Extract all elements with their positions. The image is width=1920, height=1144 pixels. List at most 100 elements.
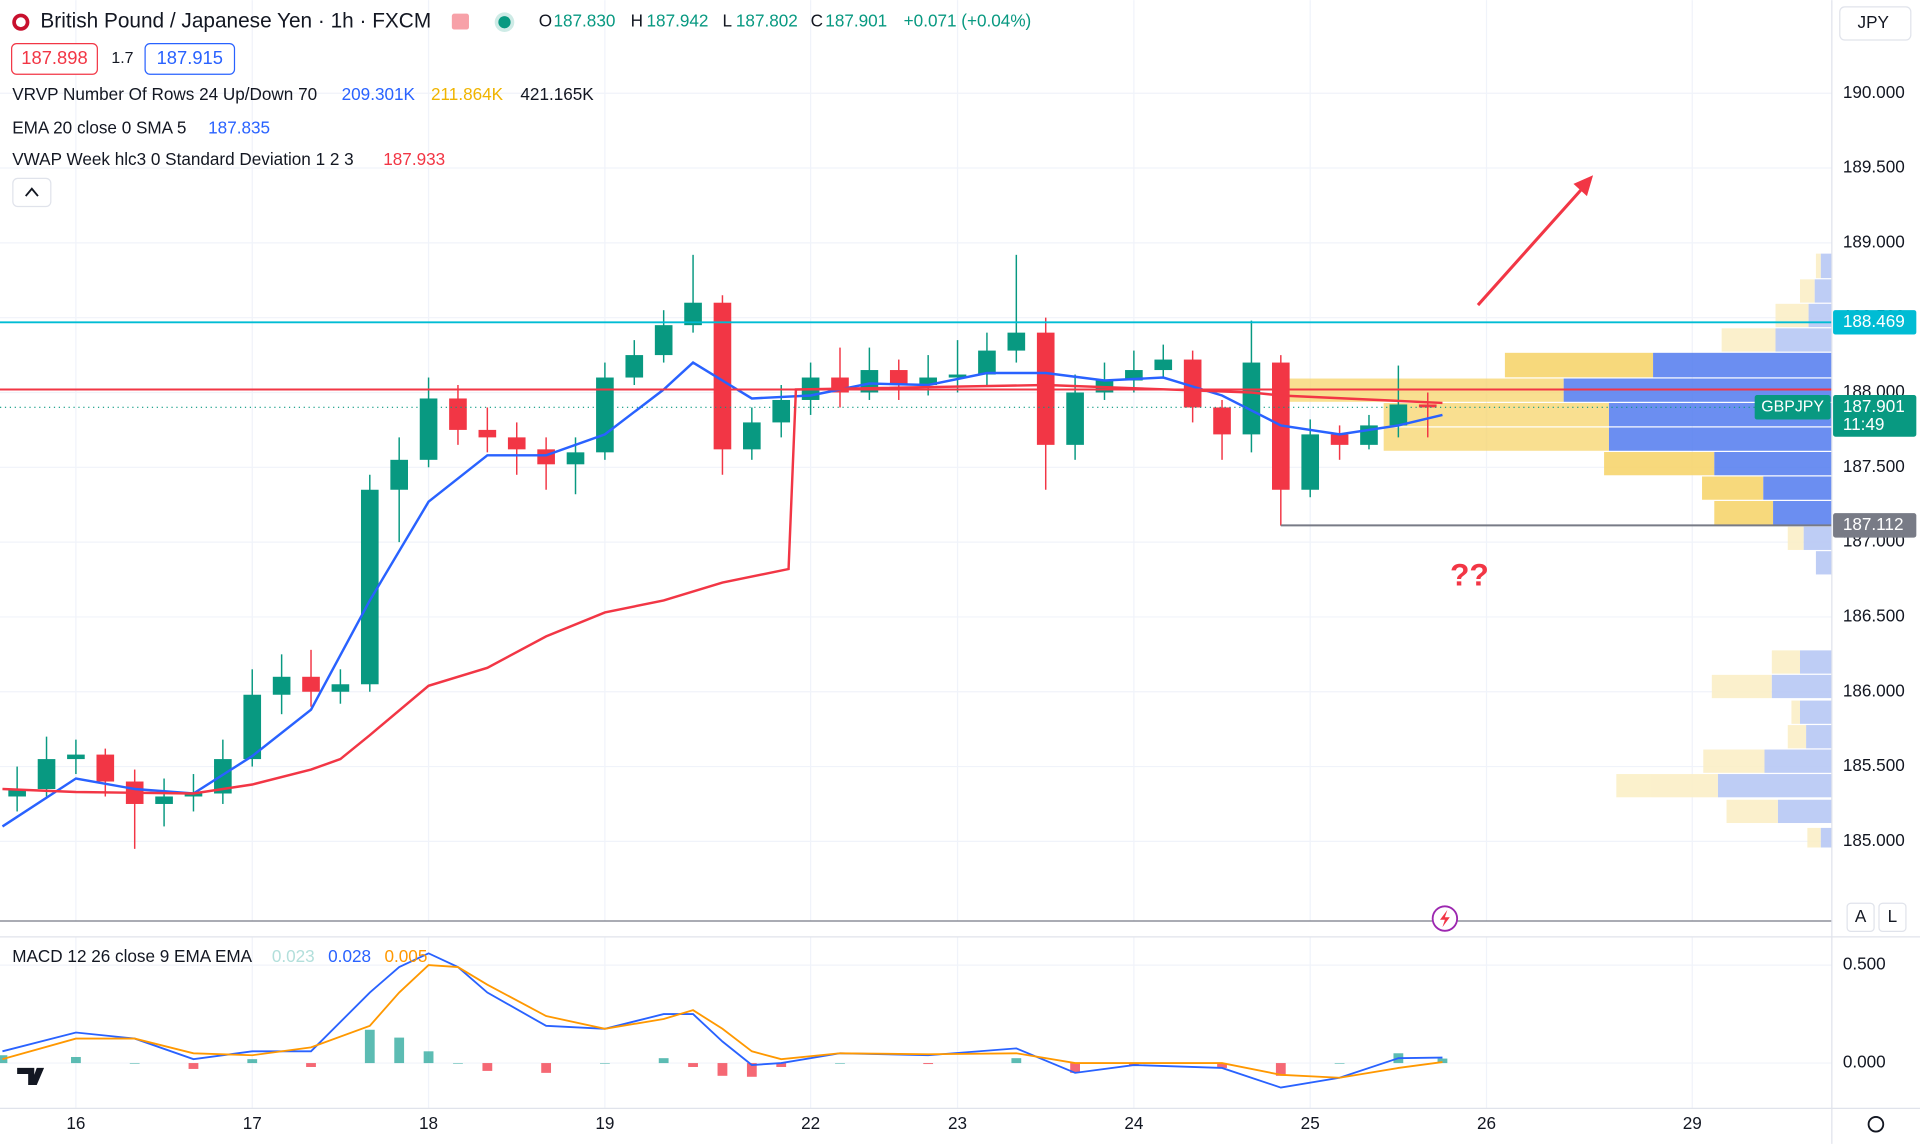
candle-body	[1301, 434, 1320, 490]
grid	[0, 0, 1832, 1109]
macd-line	[2, 964, 1443, 1079]
candle-body	[1213, 407, 1231, 435]
vp-down	[1777, 799, 1832, 824]
histogram-bar	[247, 1059, 258, 1064]
annotation: ??	[1450, 556, 1489, 592]
y-tick-label: 0.500	[1843, 954, 1886, 974]
histogram-bar	[1011, 1058, 1022, 1064]
indicator-line	[2, 383, 1443, 795]
bid-price: 187.898	[21, 47, 87, 68]
candle-body	[625, 355, 644, 378]
candle-body	[919, 377, 937, 386]
log-scale-button[interactable]	[1878, 902, 1907, 932]
histogram-bar	[835, 1063, 845, 1064]
bid-box[interactable]	[11, 43, 98, 75]
candle-body	[596, 377, 614, 453]
candle-body	[1389, 404, 1408, 426]
vp-up	[1787, 526, 1804, 550]
candle-body	[978, 350, 996, 375]
candle-body	[1183, 359, 1202, 408]
histogram-bar	[364, 1029, 375, 1064]
vp-up	[1791, 700, 1800, 724]
vp-up	[1771, 650, 1800, 674]
indicator-value: 211.864K	[431, 84, 504, 104]
x-tick-label: 17	[243, 1113, 262, 1133]
arrow-head	[1573, 175, 1594, 197]
y-tick-label: 0.000	[1843, 1052, 1886, 1072]
auto-scale-button[interactable]	[1846, 902, 1875, 932]
marker	[451, 13, 469, 30]
histogram-bar	[129, 1063, 140, 1064]
vp-down	[1803, 526, 1832, 550]
vp-up	[1726, 799, 1778, 824]
indicator-value: 187.933	[383, 149, 445, 169]
histogram-bar	[188, 1063, 199, 1069]
histogram-bar	[482, 1063, 493, 1071]
histogram-bar	[688, 1063, 698, 1067]
vp-down	[1775, 328, 1832, 352]
vp-down	[1808, 303, 1832, 328]
candle-body	[1418, 404, 1437, 408]
candle-body	[1125, 370, 1143, 381]
vp-down	[1771, 674, 1832, 699]
histogram-bar	[306, 1063, 316, 1067]
histogram-bar	[746, 1063, 757, 1077]
candle-body	[713, 302, 732, 450]
histogram-bar	[1070, 1063, 1080, 1073]
vp-down	[1800, 650, 1832, 674]
candle-body	[96, 754, 115, 782]
histogram-bar	[71, 1056, 81, 1064]
x-tick-label: 24	[1124, 1113, 1144, 1133]
price-label-box	[1833, 310, 1917, 335]
ohlc-value: 187.830	[553, 11, 615, 31]
candle-body	[390, 459, 408, 490]
vp-up	[1787, 725, 1807, 749]
candle-body	[449, 398, 467, 430]
vp-up	[1383, 403, 1609, 427]
candle-body	[331, 684, 350, 692]
x-tick-label: 22	[801, 1113, 820, 1133]
x-tick-label: 23	[948, 1113, 967, 1133]
y-tick-label: 189.500	[1843, 157, 1905, 177]
candle-body	[684, 302, 702, 326]
x-tick-label: 16	[66, 1113, 85, 1133]
vp-down	[1815, 551, 1832, 575]
collapse-button[interactable]	[12, 177, 52, 208]
histogram-bar	[453, 1063, 463, 1064]
vp-down	[1763, 476, 1832, 500]
price-label-box	[1833, 513, 1917, 538]
candle-body	[419, 398, 438, 460]
histogram-bar	[923, 1063, 934, 1065]
vp-down	[1820, 827, 1832, 848]
vp-up	[1807, 827, 1821, 848]
candle-body	[243, 694, 262, 760]
candle-body	[1066, 392, 1084, 445]
vp-up	[1504, 352, 1654, 378]
indicator-label: VRVP Number Of Rows 24 Up/Down 70	[12, 84, 317, 104]
ohlc-key: H	[631, 11, 643, 31]
vp-down	[1806, 725, 1832, 749]
currency-button[interactable]	[1839, 6, 1912, 41]
ask-box[interactable]	[144, 43, 236, 75]
market-status	[494, 12, 515, 32]
vp-down	[1814, 279, 1832, 303]
vp-up	[1800, 279, 1815, 303]
candle-body	[654, 325, 673, 356]
ohlc-key: C	[811, 11, 823, 31]
histogram-bar	[717, 1063, 728, 1076]
price-label: 188.469	[1843, 311, 1905, 331]
candle-body	[8, 789, 26, 797]
symbol-box	[1754, 395, 1831, 420]
settings-icon[interactable]	[1867, 1115, 1885, 1133]
histogram-bar	[599, 1063, 610, 1064]
vp-up	[1703, 749, 1765, 773]
marks	[0, 254, 1832, 1089]
logo	[17, 1067, 45, 1086]
candle-body	[948, 374, 967, 378]
vp-down	[1773, 500, 1832, 526]
candle-body	[566, 452, 585, 465]
vp-up	[1714, 500, 1774, 526]
candle-body	[1330, 434, 1349, 445]
